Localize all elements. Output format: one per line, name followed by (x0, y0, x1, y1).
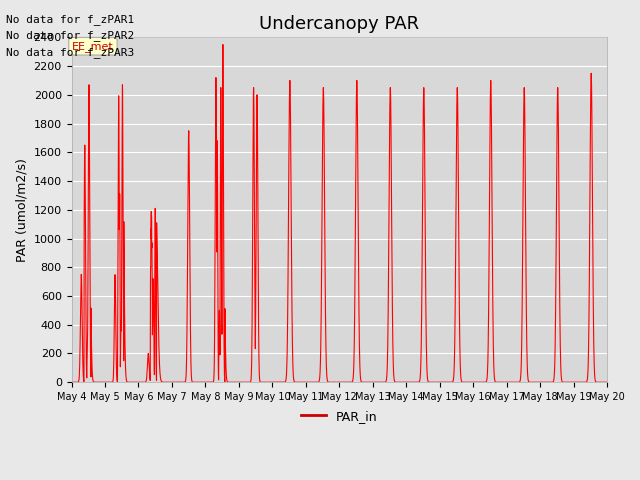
Text: No data for f_zPAR2: No data for f_zPAR2 (6, 30, 134, 41)
Text: EE_met: EE_met (72, 41, 114, 52)
Legend: PAR_in: PAR_in (296, 405, 383, 428)
Y-axis label: PAR (umol/m2/s): PAR (umol/m2/s) (15, 158, 28, 262)
Text: No data for f_zPAR3: No data for f_zPAR3 (6, 47, 134, 58)
Title: Undercanopy PAR: Undercanopy PAR (259, 15, 419, 33)
Text: No data for f_zPAR1: No data for f_zPAR1 (6, 13, 134, 24)
